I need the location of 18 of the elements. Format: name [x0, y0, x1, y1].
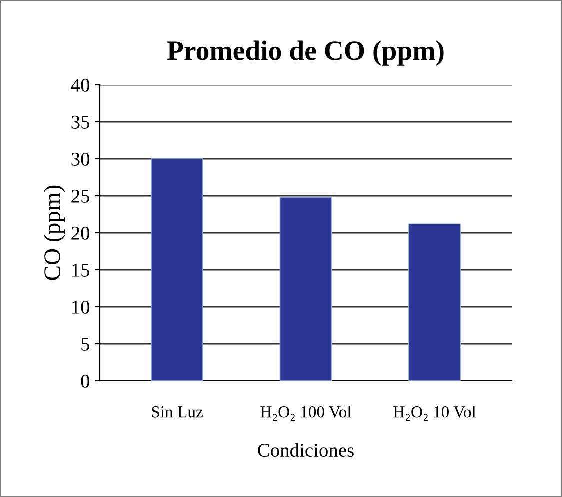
y-tick-label: 35: [72, 116, 90, 129]
y-tick-label: 40: [71, 78, 90, 92]
y-tick-label: 10: [72, 300, 90, 314]
y-tick-label: 20: [72, 226, 90, 240]
chart-title: Promedio de CO (ppm): [167, 40, 444, 66]
y-tick-label: 25: [72, 190, 90, 203]
x-tick-label: H₂O₂ 100 Vol: [260, 406, 352, 421]
y-tick-label: 5: [82, 338, 90, 351]
bar: [408, 224, 461, 381]
y-tick-label: 0: [81, 374, 90, 388]
bar: [280, 197, 332, 381]
x-tick-label: H₂O₂ 10 Vol: [394, 406, 476, 421]
bar: [151, 158, 204, 381]
x-axis-title: Condiciones: [258, 443, 354, 458]
y-tick-label: 15: [72, 264, 90, 277]
y-tick-label: 30: [72, 152, 90, 166]
x-tick-label: Sin Luz: [152, 406, 203, 418]
y-axis-title: CO (ppm): [44, 186, 66, 280]
